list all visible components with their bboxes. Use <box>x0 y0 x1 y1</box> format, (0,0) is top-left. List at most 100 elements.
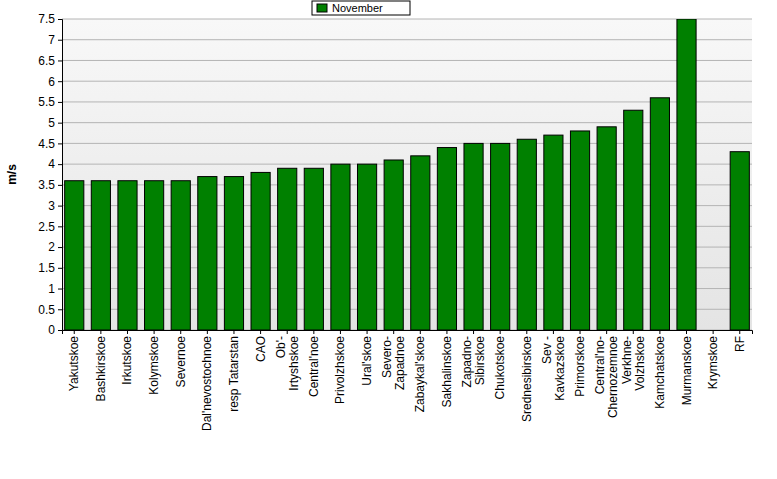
x-tick: CAO <box>254 330 268 362</box>
y-tick-mark <box>58 268 62 269</box>
x-tick-mark <box>393 330 394 334</box>
x-tick: Sakhalinskoe <box>440 330 454 407</box>
x-tick-mark <box>713 330 714 334</box>
x-tick-label: Primorskoe <box>573 336 587 397</box>
x-tick: Krymskoe <box>706 330 720 389</box>
legend-label: November <box>332 2 383 14</box>
x-tick-mark <box>127 330 128 334</box>
x-tick: Central'no-Chernozemnoe <box>593 330 620 418</box>
x-tick-label: Verkhne-Volzhskoe <box>620 336 647 391</box>
y-tick: 2 <box>48 240 62 254</box>
y-tick-label: 7.5 <box>38 12 55 26</box>
y-tick-mark <box>58 247 62 248</box>
x-tick-mark <box>739 330 740 334</box>
bar <box>544 135 563 330</box>
x-tick-label: Bashkirskoe <box>94 336 108 402</box>
y-tick-label: 4 <box>48 157 55 171</box>
chart: 00.511.522.533.544.555.566.577.5Yakutsko… <box>0 0 777 479</box>
bar <box>118 181 137 330</box>
bar <box>597 127 616 330</box>
legend-box <box>312 1 410 15</box>
x-tick-label: Severo-Zapadnoe <box>380 336 407 390</box>
x-tick-mark <box>500 330 501 334</box>
bar <box>624 110 643 330</box>
bar <box>357 164 376 330</box>
x-tick: Irkutskoe <box>120 330 134 385</box>
grid-line <box>62 184 752 185</box>
bar <box>145 181 164 330</box>
x-tick: Ob'-Irtyshskoe <box>274 330 301 391</box>
x-axis: YakutskoeBashkirskoeIrkutskoeKolymskoeSe… <box>63 330 753 431</box>
x-tick-label: Kolymskoe <box>147 336 161 395</box>
x-tick-label: Privolzhskoe <box>333 336 347 404</box>
x-tick-mark <box>473 330 474 334</box>
x-tick-label: Zapadno-Sibirskoe <box>460 336 487 388</box>
x-tick: Kamchatskoe <box>653 330 667 409</box>
y-tick: 7.5 <box>38 12 62 26</box>
x-tick: Kolymskoe <box>147 330 161 395</box>
x-tick-label: resp Tatarstan <box>227 336 241 412</box>
y-tick: 6 <box>48 75 62 89</box>
y-tick-mark <box>58 164 62 165</box>
y-tick-mark <box>58 309 62 310</box>
y-tick-mark <box>58 330 62 331</box>
x-tick-label: Irkutskoe <box>120 336 134 385</box>
x-tick-label: Zabaykal'skoe <box>413 336 427 413</box>
y-tick-label: 3.5 <box>38 178 55 192</box>
y-tick-mark <box>58 143 62 144</box>
y-tick: 4.5 <box>38 137 62 151</box>
x-tick-label: CAO <box>254 336 268 362</box>
x-tick-label: Murmanskoe <box>680 336 694 406</box>
x-tick-label: Chukotskoe <box>493 336 507 400</box>
y-tick: 0 <box>48 323 62 337</box>
y-tick: 3 <box>48 199 62 213</box>
bar <box>650 98 669 330</box>
y-tick-mark <box>58 206 62 207</box>
y-tick-mark <box>58 40 62 41</box>
x-tick-mark <box>180 330 181 334</box>
bar <box>384 160 403 330</box>
x-tick-label: Central'noe <box>307 336 321 397</box>
x-tick: RF <box>733 330 747 352</box>
y-axis: 00.511.522.533.544.555.566.577.5 <box>38 12 62 337</box>
bar <box>730 152 749 330</box>
y-tick-label: 1 <box>48 282 55 296</box>
bar <box>517 139 536 330</box>
x-tick: Verkhne-Volzhskoe <box>620 330 647 391</box>
y-tick-label: 6.5 <box>38 54 55 68</box>
grid <box>62 19 752 330</box>
x-tick: Sev -Kavkazskoe <box>540 330 567 401</box>
y-tick: 2.5 <box>38 220 62 234</box>
x-tick: Severo-Zapadnoe <box>380 330 407 390</box>
x-tick: resp Tatarstan <box>227 330 241 412</box>
bar <box>91 181 110 330</box>
x-tick-mark <box>287 330 288 334</box>
y-tick: 3.5 <box>38 178 62 192</box>
x-tick-label: Krymskoe <box>706 336 720 390</box>
x-tick: Severnoe <box>174 330 188 387</box>
bar <box>251 172 270 330</box>
x-tick: Murmanskoe <box>680 330 694 405</box>
y-tick-mark <box>58 81 62 82</box>
grid-line <box>62 247 752 248</box>
y-tick-label: 5 <box>48 116 55 130</box>
grid-line <box>62 60 752 61</box>
x-tick-mark <box>606 330 607 334</box>
x-tick-label: Central'no-Chernozemnoe <box>593 336 620 418</box>
x-tick-label: Srednesibirskoe <box>520 336 534 422</box>
bar <box>464 143 483 330</box>
bar <box>278 168 297 330</box>
x-tick: Zapadno-Sibirskoe <box>460 330 487 387</box>
bars <box>65 19 750 330</box>
x-tick-label: RF <box>733 336 747 352</box>
y-tick-label: 4.5 <box>38 137 55 151</box>
y-tick-mark <box>58 102 62 103</box>
legend-swatch <box>317 4 327 12</box>
x-tick-label: Dal'nevostochnoe <box>200 336 214 431</box>
bar <box>411 156 430 330</box>
x-tick-mark <box>233 330 234 334</box>
x-tick-mark <box>207 330 208 334</box>
x-tick: Bashkirskoe <box>94 330 108 401</box>
plot: 00.511.522.533.544.555.566.577.5Yakutsko… <box>38 12 752 431</box>
y-tick: 5.5 <box>38 95 62 109</box>
